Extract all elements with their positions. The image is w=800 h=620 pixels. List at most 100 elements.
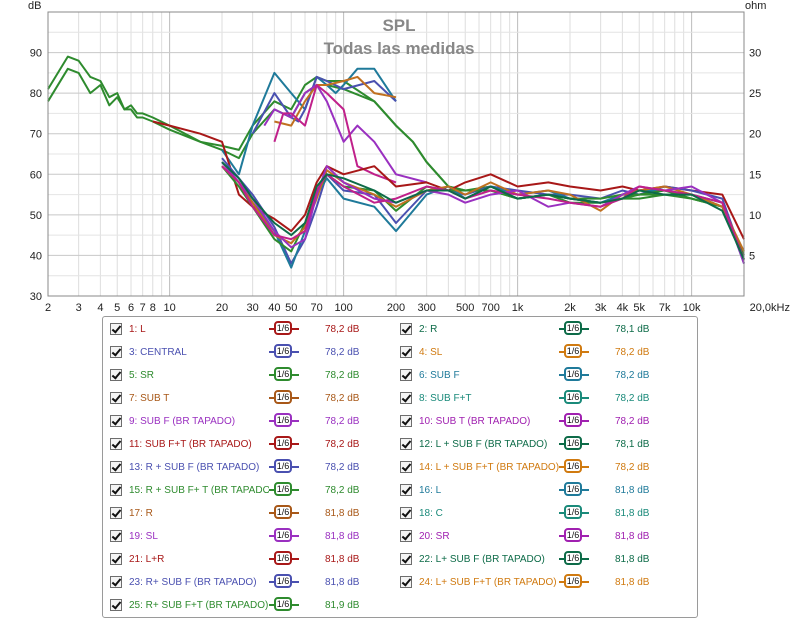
x-tick-label: 2 (45, 302, 51, 314)
legend-item: 13: R + SUB F (BR TAPADO) 1/6 78,2 dB (110, 458, 369, 476)
smoothing-button[interactable]: 1/6 (559, 413, 589, 429)
y2-tick-label: 15 (749, 169, 761, 181)
legend-item-name: 23: R+ SUB F (BR TAPADO) (129, 576, 257, 588)
smoothing-button[interactable]: 1/6 (559, 551, 589, 567)
smoothing-button[interactable]: 1/6 (269, 459, 299, 475)
legend-checkbox[interactable] (400, 415, 412, 427)
legend-checkbox[interactable] (400, 484, 412, 496)
smoothing-button[interactable]: 1/6 (269, 367, 299, 383)
smoothing-button[interactable]: 1/6 (269, 390, 299, 406)
legend-checkbox[interactable] (400, 346, 412, 358)
x-tick-label: 1k (512, 302, 524, 314)
smoothing-label: 1/6 (274, 551, 292, 565)
legend-item-value: 78,2 dB (325, 438, 360, 450)
smoothing-button[interactable]: 1/6 (269, 597, 299, 613)
legend-item-value: 78,2 dB (325, 323, 360, 335)
legend-item-name: 18: C (419, 507, 443, 519)
legend-checkbox[interactable] (110, 553, 122, 565)
smoothing-button[interactable]: 1/6 (269, 436, 299, 452)
legend-checkbox[interactable] (400, 323, 412, 335)
smoothing-button[interactable]: 1/6 (559, 528, 589, 544)
legend-item-name: 14: L + SUB F+T (BR TAPADO) (419, 461, 559, 473)
legend-checkbox[interactable] (110, 530, 122, 542)
legend-item: 15: R + SUB F+ T (BR TAPADO) 1/6 78,2 dB (110, 481, 369, 499)
legend-panel: 1: L 1/6 78,2 dB 2: R 1/6 78,1 dB 3: CENTRAL 1/… (102, 316, 698, 618)
smoothing-label: 1/6 (274, 321, 292, 335)
x-tick-label: 20 (216, 302, 228, 314)
axis-ticks: 2 3 4 5 6 7 8 10 20 30 40 50 70 100 200 300 500 700 1k 2k 3k… (30, 48, 790, 314)
legend-checkbox[interactable] (400, 461, 412, 473)
smoothing-button[interactable]: 1/6 (559, 367, 589, 383)
smoothing-button[interactable]: 1/6 (559, 390, 589, 406)
smoothing-button[interactable]: 1/6 (269, 321, 299, 337)
x-tick-label: 500 (456, 302, 474, 314)
smoothing-button[interactable]: 1/6 (559, 482, 589, 498)
smoothing-button[interactable]: 1/6 (269, 551, 299, 567)
legend-item: 8: SUB F+T 1/6 78,2 dB (400, 389, 659, 407)
legend-checkbox[interactable] (110, 346, 122, 358)
x-tick-label: 4 (97, 302, 103, 314)
legend-checkbox[interactable] (110, 438, 122, 450)
smoothing-label: 1/6 (564, 344, 582, 358)
legend-checkbox[interactable] (400, 438, 412, 450)
y2-axis-label: ohm (745, 0, 766, 12)
x-tick-label: 10k (683, 302, 701, 314)
legend-item: 22: L+ SUB F (BR TAPADO) 1/6 81,8 dB (400, 550, 659, 568)
legend-item-name: 25: R+ SUB F+T (BR TAPADO) (129, 599, 269, 611)
legend-checkbox[interactable] (400, 392, 412, 404)
series-line-7 (273, 84, 397, 184)
legend-item-name: 21: L+R (129, 553, 165, 565)
chart-subtitle: Todas las medidas (324, 39, 475, 58)
x-tick-label: 7 (140, 302, 146, 314)
smoothing-button[interactable]: 1/6 (269, 482, 299, 498)
legend-item-name: 2: R (419, 323, 438, 335)
smoothing-button[interactable]: 1/6 (269, 528, 299, 544)
legend-item: 7: SUB T 1/6 78,2 dB (110, 389, 369, 407)
legend-item-name: 9: SUB F (BR TAPADO) (129, 415, 236, 427)
legend-item-value: 78,2 dB (615, 415, 650, 427)
legend-checkbox[interactable] (400, 576, 412, 588)
legend-checkbox[interactable] (110, 507, 122, 519)
legend-checkbox[interactable] (110, 484, 122, 496)
smoothing-button[interactable]: 1/6 (559, 344, 589, 360)
smoothing-label: 1/6 (564, 321, 582, 335)
smoothing-button[interactable]: 1/6 (269, 413, 299, 429)
y2-tick-label: 20 (749, 129, 761, 141)
smoothing-button[interactable]: 1/6 (269, 505, 299, 521)
smoothing-label: 1/6 (564, 390, 582, 404)
x-tick-label: 100 (334, 302, 352, 314)
smoothing-button[interactable]: 1/6 (559, 436, 589, 452)
y-axis-label: dB (28, 0, 41, 12)
legend-item-name: 6: SUB F (419, 369, 460, 381)
legend-checkbox[interactable] (110, 415, 122, 427)
legend-checkbox[interactable] (110, 461, 122, 473)
legend-item: 1: L 1/6 78,2 dB (110, 320, 369, 338)
legend-checkbox[interactable] (110, 576, 122, 588)
legend-item-value: 78,2 dB (325, 392, 360, 404)
y-tick-label: 50 (30, 210, 42, 222)
smoothing-button[interactable]: 1/6 (559, 321, 589, 337)
y-tick-label: 30 (30, 291, 42, 303)
legend-checkbox[interactable] (400, 530, 412, 542)
legend-item-name: 24: L+ SUB F+T (BR TAPADO) (419, 576, 557, 588)
x-tick-label: 700 (481, 302, 499, 314)
smoothing-button[interactable]: 1/6 (559, 505, 589, 521)
legend-item: 6: SUB F 1/6 78,2 dB (400, 366, 659, 384)
legend-checkbox[interactable] (400, 507, 412, 519)
smoothing-button[interactable]: 1/6 (559, 574, 589, 590)
smoothing-label: 1/6 (564, 505, 582, 519)
smoothing-label: 1/6 (564, 528, 582, 542)
x-tick-label: 8 (150, 302, 156, 314)
legend-checkbox[interactable] (110, 392, 122, 404)
smoothing-button[interactable]: 1/6 (269, 344, 299, 360)
legend-checkbox[interactable] (400, 369, 412, 381)
legend-checkbox[interactable] (110, 369, 122, 381)
smoothing-button[interactable]: 1/6 (269, 574, 299, 590)
x-tick-label: 10 (163, 302, 175, 314)
legend-checkbox[interactable] (110, 323, 122, 335)
legend-item: 20: SR 1/6 81,8 dB (400, 527, 659, 545)
smoothing-button[interactable]: 1/6 (559, 459, 589, 475)
legend-item: 21: L+R 1/6 81,8 dB (110, 550, 369, 568)
legend-checkbox[interactable] (400, 553, 412, 565)
legend-checkbox[interactable] (110, 599, 122, 611)
